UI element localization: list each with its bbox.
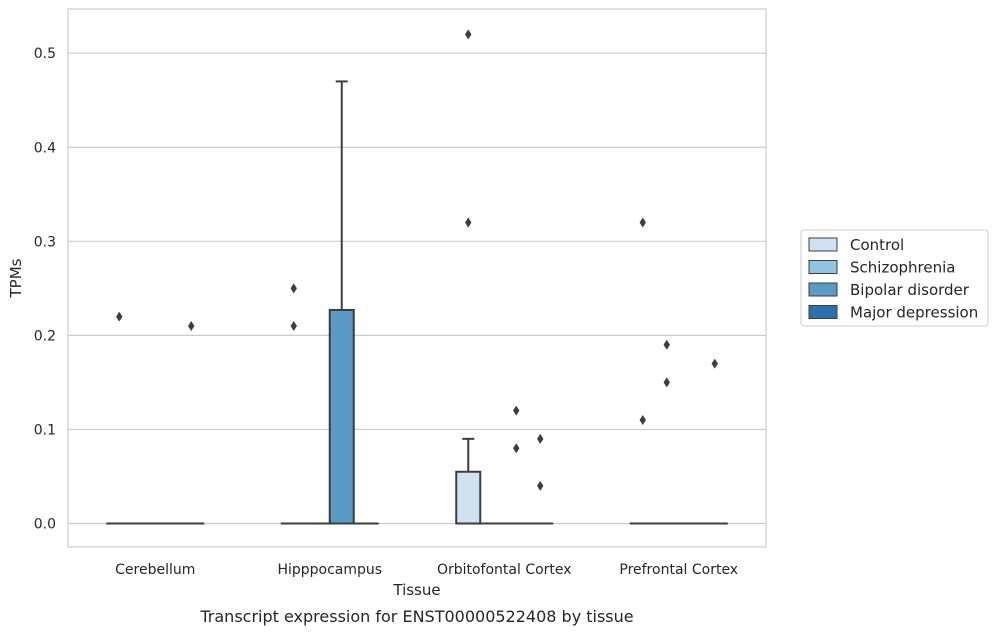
x-tick-label: Cerebellum [115, 562, 195, 578]
outlier-point [290, 283, 297, 294]
y-tick-label: 0.3 [34, 234, 56, 250]
plot-frame [67, 8, 767, 548]
outlier-point [188, 320, 195, 331]
y-tick-label: 0.2 [34, 328, 56, 344]
x-tick-label: Hipppocampus [277, 562, 382, 578]
box-rect [328, 308, 355, 525]
outlier-point [513, 405, 520, 416]
outlier-point [513, 443, 520, 454]
boxes [106, 80, 728, 525]
box-1-2 [328, 80, 355, 525]
legend-swatch [808, 282, 838, 297]
y-tick-label: 0.4 [34, 140, 56, 156]
outlier-point [663, 339, 670, 350]
legend-label: Control [850, 236, 904, 254]
y-tick-label: 0.1 [34, 422, 56, 438]
legend-label: Major depression [850, 304, 978, 322]
x-axis-label: Tissue [392, 581, 440, 599]
box-2-0 [455, 437, 482, 525]
y-tick-labels: 0.0 0.1 0.2 0.3 0.4 0.5 [34, 46, 56, 532]
outlier-point [537, 480, 544, 491]
outlier-point [465, 29, 472, 40]
legend-swatch [808, 237, 838, 252]
outlier-point [639, 217, 646, 228]
outlier-point [711, 358, 718, 369]
legend-swatch [808, 305, 838, 319]
outlier-point [537, 433, 544, 444]
y-tick-label: 0.5 [34, 46, 56, 62]
x-tick-labels: Cerebellum Hipppocampus Orbitofontal Corte… [115, 562, 738, 578]
outlier-point [290, 320, 297, 331]
outlier-point [639, 415, 646, 426]
legend-swatch [808, 260, 838, 274]
legend-frame [800, 229, 989, 327]
x-tick-label: Prefrontal Cortex [619, 562, 738, 578]
outlier-point [116, 311, 123, 322]
outlier-point [663, 377, 670, 388]
chart-caption: Transcript expression for ENST0000052240… [199, 607, 633, 626]
box-rect [455, 470, 482, 525]
outliers [116, 29, 718, 491]
legend-label: Schizophrenia [850, 259, 955, 277]
gridlines [68, 52, 766, 525]
outlier-point [465, 217, 472, 228]
x-tick-label: Orbitofontal Cortex [437, 562, 572, 578]
legend-label: Bipolar disorder [850, 281, 970, 299]
legend: Control Schizophrenia Bipolar disorder Majo… [800, 229, 989, 327]
y-axis-label: TPMs [7, 258, 25, 298]
y-tick-label: 0.0 [34, 516, 56, 532]
